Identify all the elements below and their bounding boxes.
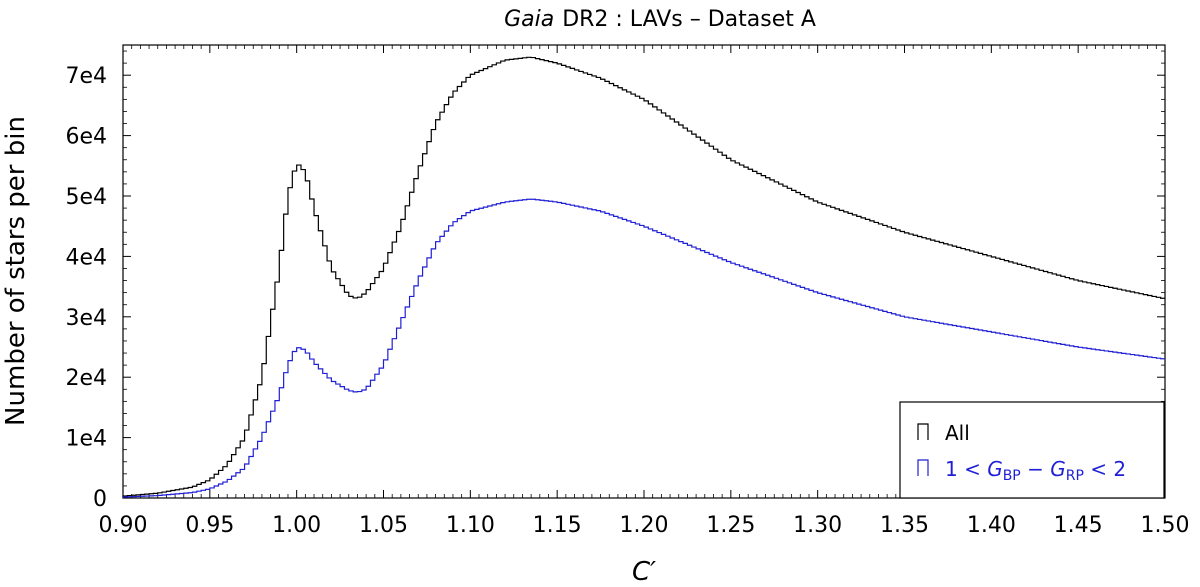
legend-label-subset: 1 < GBP − GRP < 2: [945, 457, 1126, 484]
legend-swatch-all: [917, 423, 929, 440]
x-tick-label: 1.10: [446, 513, 495, 538]
legend-label-all: All: [945, 421, 970, 445]
x-tick-label: 1.45: [1054, 513, 1103, 538]
y-tick-label: 0: [93, 487, 107, 512]
legend-subset-prefix: 1 <: [945, 457, 987, 481]
x-axis-ticks: 0.90 0.95 1.00 1.05 1.10 1.15 1.20 1.25 1.30 1.35…: [99, 45, 1190, 538]
legend-frame: [899, 401, 1165, 499]
x-tick-label: 0.95: [185, 513, 234, 538]
x-tick-label: 1.50: [1141, 513, 1190, 538]
y-tick-label: 4e4: [65, 245, 107, 270]
x-tick-label: 1.05: [359, 513, 408, 538]
x-tick-label: 1.00: [272, 513, 321, 538]
chart-title-rest: DR2 : LAVs – Dataset A: [562, 7, 816, 32]
x-tick-label: 1.40: [967, 513, 1016, 538]
chart-title-italic: Gaia: [504, 7, 554, 32]
x-tick-label: 1.20: [620, 513, 669, 538]
legend-subset-g1: G: [987, 457, 1003, 481]
legend-swatch-subset: [917, 459, 929, 476]
legend-subset-suffix: < 2: [1084, 457, 1126, 481]
y-axis-ticks: 0 1e4 2e4 3e4 4e4 5e4 6e4 7e4: [65, 50, 1165, 512]
y-tick-label: 6e4: [65, 125, 107, 150]
x-tick-label: 1.30: [793, 513, 842, 538]
y-tick-label: 7e4: [65, 64, 107, 89]
legend-subset-minus: −: [1021, 457, 1050, 481]
legend-subset-sub1: BP: [1003, 468, 1021, 484]
y-tick-label: 1e4: [65, 427, 107, 452]
y-tick-label: 3e4: [65, 306, 107, 331]
chart-title: Gaia DR2 : LAVs – Dataset A: [504, 7, 816, 32]
x-axis-label: C′: [632, 557, 656, 587]
legend-subset-g2: G: [1050, 457, 1066, 481]
y-tick-label: 2e4: [65, 366, 107, 391]
x-tick-label: 1.35: [880, 513, 929, 538]
legend-subset-sub2: RP: [1066, 468, 1084, 484]
x-tick-label: 0.90: [99, 513, 148, 538]
legend: All 1 < GBP − GRP < 2: [899, 401, 1165, 499]
x-tick-label: 1.15: [533, 513, 582, 538]
series-line-1: [122, 198, 1165, 498]
series-layer: [122, 56, 1165, 498]
x-tick-label: 1.25: [706, 513, 755, 538]
series-line-0: [122, 56, 1165, 498]
y-tick-label: 5e4: [65, 185, 107, 210]
y-axis-label: Number of stars per bin: [1, 116, 31, 426]
